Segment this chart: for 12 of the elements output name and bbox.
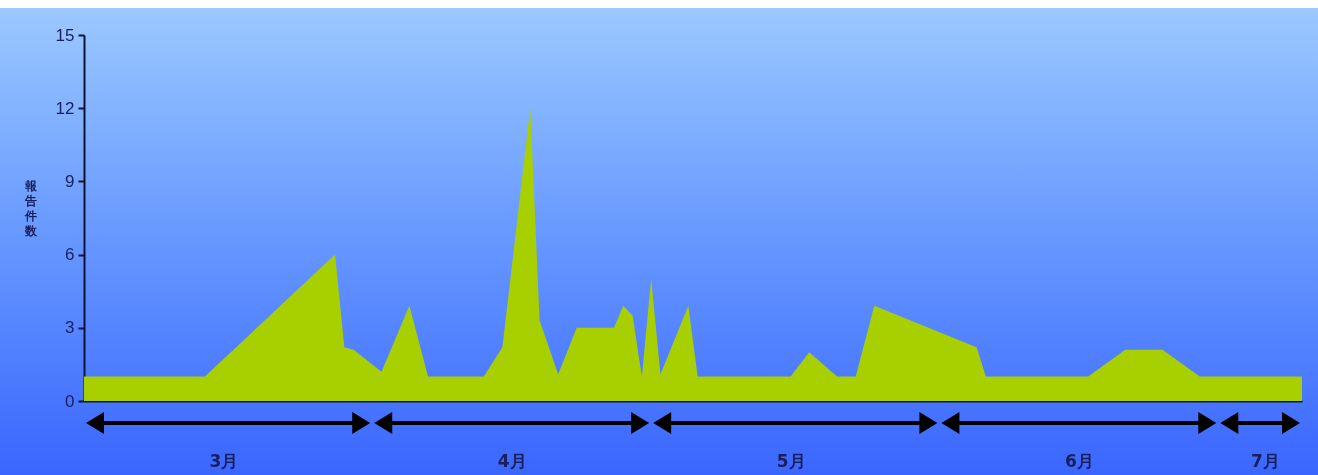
x-tick-label: 5月 [776,450,806,471]
x-tick-label: 7月 [1250,450,1280,471]
y-tick-label: 6 [65,245,75,265]
y-tick-label: 12 [55,98,75,118]
y-tick-label: 15 [55,25,75,45]
y-axis-title: 報告件数 [23,178,38,238]
y-tick-label: 0 [65,391,75,411]
x-tick-label: 4月 [497,450,527,471]
x-tick-label: 3月 [209,450,239,471]
x-tick-label: 6月 [1064,450,1094,471]
y-tick-label: 9 [65,171,75,191]
y-tick-label: 3 [65,318,75,338]
